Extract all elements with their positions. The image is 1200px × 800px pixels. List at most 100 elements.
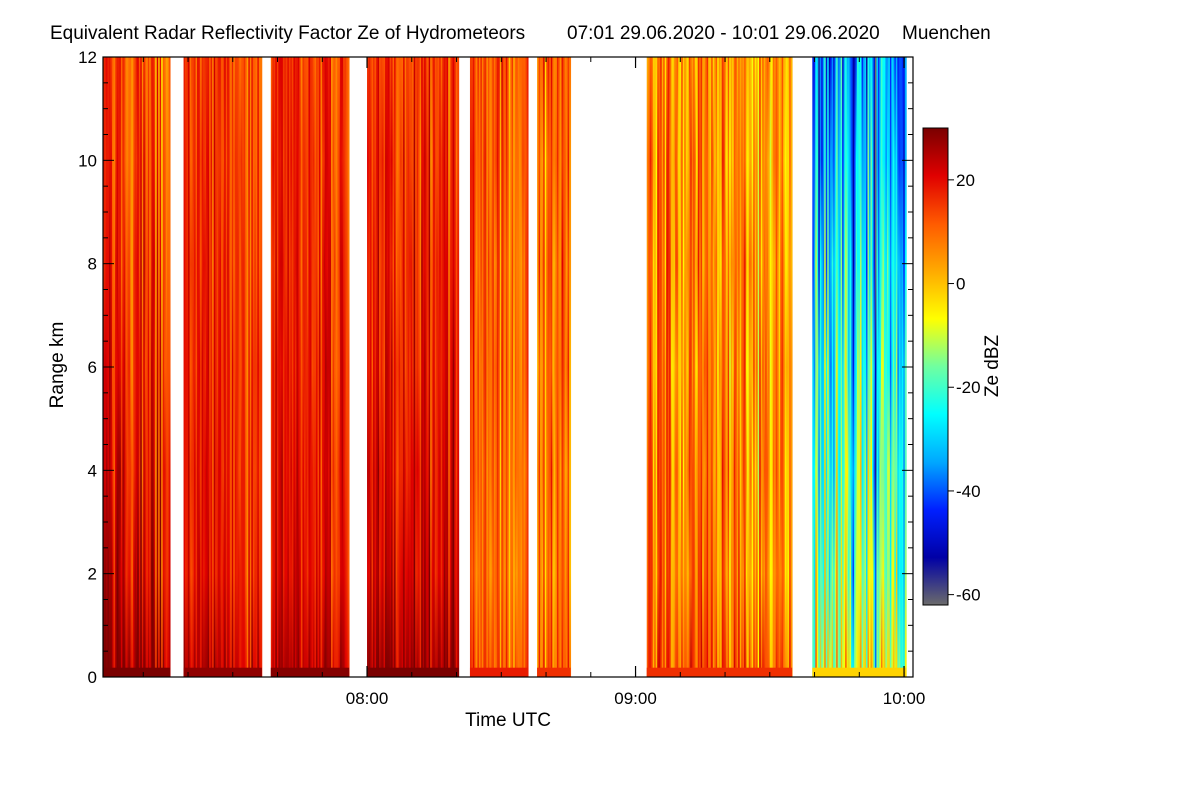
heatmap-column bbox=[526, 57, 529, 677]
heatmap-column bbox=[812, 57, 815, 677]
heatmap-column bbox=[514, 57, 517, 677]
heatmap-column bbox=[323, 57, 326, 677]
heatmap-column bbox=[556, 57, 559, 677]
surface-band bbox=[103, 667, 171, 677]
heatmap-column bbox=[291, 57, 294, 677]
heatmap-column bbox=[522, 57, 525, 677]
heatmap-column bbox=[547, 57, 550, 677]
heatmap-column bbox=[374, 57, 377, 677]
heatmap-column bbox=[347, 57, 350, 677]
heatmap-column bbox=[787, 57, 790, 677]
heatmap-column bbox=[216, 57, 219, 677]
heatmap-column bbox=[712, 57, 715, 677]
heatmap-column bbox=[246, 57, 249, 677]
heatmap-column bbox=[334, 57, 336, 677]
heatmap-column bbox=[661, 57, 664, 677]
heatmap-column bbox=[860, 57, 862, 677]
heatmap-column bbox=[504, 57, 507, 677]
heatmap-column bbox=[314, 57, 317, 677]
heatmap-column bbox=[472, 57, 475, 677]
heatmap-column bbox=[866, 57, 868, 677]
heatmap-column bbox=[854, 57, 856, 677]
heatmap-column bbox=[168, 57, 171, 677]
heatmap-column bbox=[368, 57, 371, 677]
heatmap-column bbox=[511, 57, 514, 677]
heatmap-column bbox=[566, 57, 569, 677]
heatmap-column bbox=[257, 57, 260, 677]
heatmap-column bbox=[135, 57, 138, 677]
heatmap-column bbox=[660, 57, 663, 677]
heatmap-column bbox=[757, 57, 760, 677]
heatmap-column bbox=[424, 57, 427, 677]
heatmap-column bbox=[471, 57, 474, 677]
heatmap-column bbox=[134, 57, 137, 677]
heatmap-column bbox=[404, 57, 407, 677]
heatmap-column bbox=[813, 57, 816, 677]
x-axis: 08:00 09:00 10:00 bbox=[142, 57, 925, 708]
heatmap-column bbox=[897, 57, 900, 677]
heatmap-column bbox=[681, 57, 684, 677]
heatmap-column bbox=[165, 57, 168, 677]
heatmap-column bbox=[144, 57, 147, 677]
heatmap-column bbox=[209, 57, 212, 677]
heatmap-column bbox=[700, 57, 703, 677]
heatmap-column bbox=[825, 57, 828, 677]
heatmap-column bbox=[272, 57, 275, 677]
heatmap-column bbox=[400, 57, 403, 677]
x-tick-label: 09:00 bbox=[614, 689, 657, 708]
heatmap-column bbox=[147, 57, 150, 677]
heatmap-column bbox=[281, 57, 284, 677]
heatmap-column bbox=[141, 57, 144, 677]
heatmap-column bbox=[302, 57, 305, 677]
heatmap-column bbox=[185, 57, 187, 677]
chart-location: Muenchen bbox=[902, 23, 991, 44]
heatmap-column bbox=[839, 57, 842, 677]
heatmap-column bbox=[367, 57, 369, 677]
heatmap-column bbox=[520, 57, 523, 677]
heatmap-column bbox=[312, 57, 315, 677]
heatmap-column bbox=[322, 57, 324, 677]
heatmap-column bbox=[726, 57, 729, 677]
heatmap-column bbox=[678, 57, 681, 677]
heatmap-column bbox=[198, 57, 201, 677]
heatmap-column bbox=[294, 57, 297, 677]
heatmap-column bbox=[845, 57, 848, 677]
heatmap-column bbox=[443, 57, 446, 677]
heatmap-column bbox=[149, 57, 152, 677]
heatmap-column bbox=[781, 57, 784, 677]
heatmap-column bbox=[218, 57, 221, 677]
heatmap-column bbox=[733, 57, 736, 677]
heatmap-column bbox=[564, 57, 567, 677]
heatmap-column bbox=[258, 57, 261, 677]
heatmap-column bbox=[457, 57, 460, 677]
heatmap-column bbox=[242, 57, 245, 677]
heatmap-column bbox=[425, 57, 428, 677]
heatmap-column bbox=[213, 57, 216, 677]
heatmap-column bbox=[879, 57, 882, 677]
heatmap-column bbox=[189, 57, 192, 677]
heatmap-column bbox=[308, 57, 311, 677]
heatmap-column bbox=[861, 57, 864, 677]
heatmap-column bbox=[670, 57, 673, 677]
heatmap-column bbox=[684, 57, 687, 677]
heatmap-column bbox=[508, 57, 511, 677]
heatmap-column bbox=[382, 57, 384, 677]
heatmap-column bbox=[679, 57, 682, 677]
heatmap-column bbox=[516, 57, 519, 677]
y-tick-label: 0 bbox=[88, 668, 97, 687]
heatmap-column bbox=[442, 57, 445, 677]
heatmap-column bbox=[245, 57, 248, 677]
heatmap-segment bbox=[812, 57, 907, 677]
heatmap-column bbox=[880, 57, 883, 677]
heatmap-column bbox=[228, 57, 231, 677]
heatmap-column bbox=[778, 57, 781, 677]
heatmap-column bbox=[882, 57, 885, 677]
heatmap-column bbox=[691, 57, 694, 677]
heatmap-column bbox=[736, 57, 739, 677]
heatmap-column bbox=[296, 57, 299, 677]
heatmap-column bbox=[732, 57, 735, 677]
y-axis: 0 2 4 6 8 10 12 bbox=[78, 48, 913, 687]
heatmap-column bbox=[694, 57, 697, 677]
heatmap-column bbox=[824, 57, 827, 677]
heatmap-column bbox=[519, 57, 522, 677]
